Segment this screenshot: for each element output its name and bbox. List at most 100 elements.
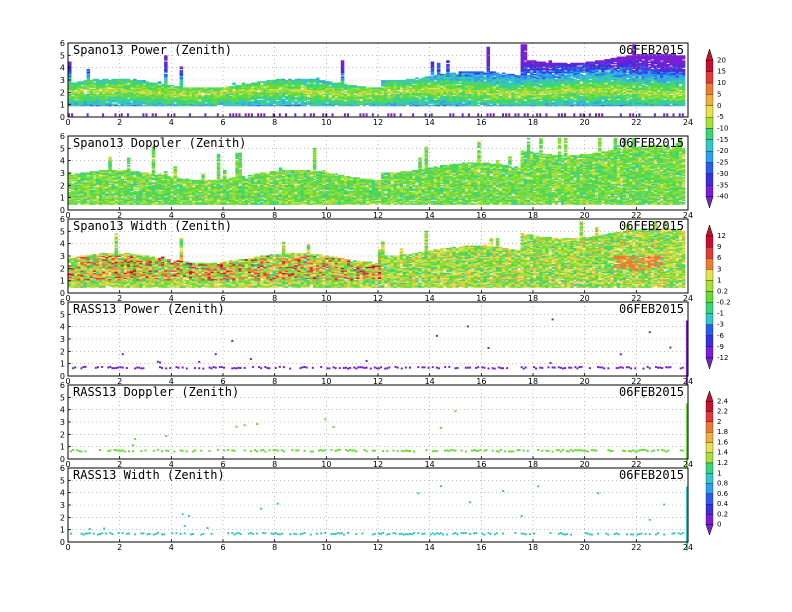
data-cell (325, 86, 329, 88)
data-cell (291, 96, 295, 98)
data-cell (154, 91, 159, 93)
data-cell (297, 100, 301, 103)
data-cell (201, 103, 205, 106)
data-cell (148, 97, 153, 99)
data-cell (182, 102, 187, 104)
data-cell (71, 92, 75, 94)
data-cell (207, 98, 211, 101)
data-cell (387, 99, 391, 102)
data-cell (275, 100, 280, 103)
data-cell (607, 71, 611, 73)
data-cell (201, 104, 205, 107)
data-cell (133, 102, 137, 104)
data-cell (213, 93, 218, 96)
data-cell (409, 103, 413, 106)
data-cell (126, 89, 131, 92)
data-cell (151, 97, 156, 99)
data-cell (238, 102, 242, 104)
data-cell (390, 80, 394, 82)
data-cell (68, 102, 72, 104)
data-cell (254, 99, 258, 102)
data-cell (303, 96, 308, 98)
data-cell (294, 93, 298, 96)
data-cell (244, 103, 249, 106)
data-cell (213, 89, 218, 92)
data-cell (409, 92, 413, 94)
data-cell (108, 104, 112, 107)
data-cell (170, 84, 174, 87)
data-cell (340, 67, 345, 70)
data-cell (123, 92, 128, 94)
data-cell (77, 84, 81, 87)
data-cell (266, 103, 270, 106)
data-cell (396, 88, 401, 91)
data-cell (232, 102, 236, 104)
data-cell (185, 92, 190, 94)
data-cell (108, 93, 112, 96)
data-cell (139, 97, 143, 99)
data-cell (666, 82, 670, 85)
data-cell (167, 92, 171, 94)
data-cell (415, 77, 419, 80)
data-cell (157, 102, 162, 104)
data-cell (269, 102, 273, 104)
data-cell (542, 61, 546, 64)
data-cell (316, 96, 320, 98)
data-cell (111, 89, 115, 92)
data-cell (371, 87, 376, 90)
data-cell (359, 92, 363, 94)
data-cell (176, 94, 180, 97)
data-cell (576, 62, 580, 65)
data-cell (157, 82, 162, 85)
data-cell (120, 113, 123, 117)
data-cell (415, 84, 419, 87)
data-cell (337, 92, 342, 94)
data-cell (77, 98, 81, 101)
data-cell (362, 92, 366, 94)
data-cell (257, 96, 261, 98)
data-cell (362, 98, 366, 101)
data-cell (551, 62, 556, 65)
data-cell (86, 72, 91, 75)
data-cell (108, 89, 112, 92)
data-cell (247, 96, 252, 98)
data-cell (142, 80, 146, 82)
data-cell (83, 103, 87, 106)
data-cell (294, 78, 298, 81)
data-cell (402, 88, 407, 91)
data-cell (384, 80, 388, 82)
data-cell (120, 82, 125, 85)
data-cell (226, 91, 230, 93)
data-cell (263, 89, 267, 92)
data-cell (164, 83, 168, 86)
data-cell (80, 89, 84, 92)
data-cell (148, 91, 153, 93)
data-cell (269, 103, 273, 106)
data-cell (111, 103, 115, 106)
data-cell (123, 86, 128, 88)
data-cell (312, 100, 317, 103)
data-cell (647, 63, 652, 66)
data-cell (334, 97, 339, 99)
data-cell (325, 87, 329, 90)
data-cell (269, 91, 273, 93)
data-cell (275, 89, 280, 92)
data-cell (89, 98, 94, 101)
data-cell (179, 83, 184, 86)
data-cell (226, 89, 230, 92)
data-cell (557, 62, 562, 65)
data-cell (154, 89, 159, 92)
data-cell (111, 78, 115, 81)
data-cell (188, 99, 193, 102)
data-cell (365, 99, 370, 102)
data-cell (294, 102, 298, 104)
data-cell (89, 89, 94, 92)
data-cell (337, 96, 342, 98)
data-cell (374, 94, 379, 97)
data-cell (133, 94, 137, 97)
data-cell (167, 103, 171, 106)
data-cell (498, 96, 503, 98)
data-cell (322, 100, 326, 103)
data-cell (368, 88, 373, 91)
data-cell (278, 92, 283, 94)
